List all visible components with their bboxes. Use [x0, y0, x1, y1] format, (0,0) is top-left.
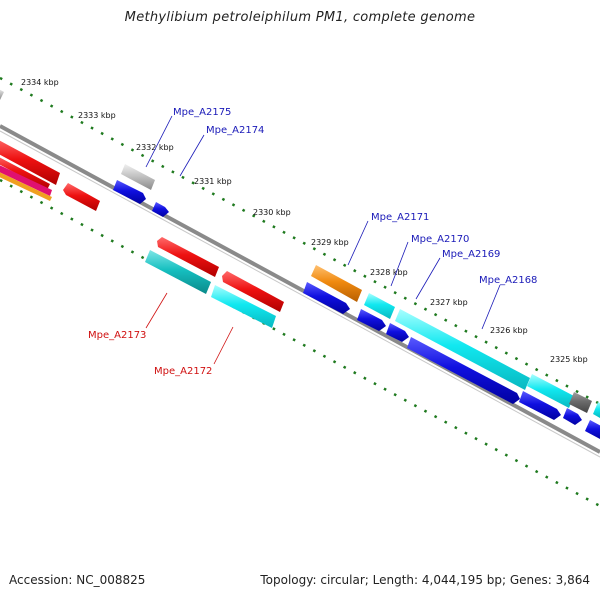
- leader-a2168: [481, 284, 501, 330]
- tick-label-2329: 2329 kbp: [311, 238, 349, 247]
- gene-label-a2172[interactable]: Mpe_A2172: [154, 366, 212, 377]
- gene-label-a2168[interactable]: Mpe_A2168: [479, 275, 537, 286]
- inner-tick-ring: [0, 178, 600, 508]
- gene-left-orange: [0, 172, 52, 201]
- gene-left-red-1: [0, 140, 60, 185]
- gene-label-a2171[interactable]: Mpe_A2171: [371, 212, 429, 223]
- gene-label-a2174[interactable]: Mpe_A2174: [206, 125, 264, 136]
- gene-cyan-a2170: [364, 293, 395, 319]
- gene-teal-a2173: [145, 250, 211, 294]
- gene-left-red-2: [0, 157, 50, 190]
- gene-blue-d: [519, 391, 561, 420]
- genome-summary-text: Topology: circular; Length: 4,044,195 bp…: [260, 573, 590, 587]
- gene-cyan-a2169: [395, 309, 530, 390]
- leader-a2174: [179, 134, 205, 177]
- backbone-inner: [0, 130, 600, 458]
- leader-a2170: [390, 241, 409, 287]
- gene-label-a2175[interactable]: Mpe_A2175: [173, 107, 231, 118]
- tick-label-2333: 2333 kbp: [78, 111, 116, 120]
- gene-cyan-e: [593, 402, 600, 418]
- tick-label-2328: 2328 kbp: [370, 268, 408, 277]
- accession-text: Accession: NC_008825: [9, 573, 146, 587]
- gene-left-magenta: [0, 165, 52, 196]
- tick-label-2326: 2326 kbp: [490, 326, 528, 335]
- gene-cyan-d: [527, 374, 574, 408]
- leader-a2171: [347, 220, 369, 266]
- gene-blue-c: [386, 323, 409, 342]
- backbone-outer: [0, 124, 600, 454]
- gene-cyan-a2172: [211, 285, 276, 328]
- gene-blue-a2174: [152, 202, 169, 217]
- tick-label-2325: 2325 kbp: [550, 355, 588, 364]
- gene-left-gray: [0, 89, 4, 100]
- gene-orange-a2171: [311, 265, 362, 302]
- leader-a2172: [213, 326, 234, 365]
- gene-gray-a2175: [121, 164, 155, 190]
- gene-dgray-a: [569, 392, 592, 413]
- gene-label-a2173[interactable]: Mpe_A2173: [88, 330, 146, 341]
- tick-label-2330: 2330 kbp: [253, 208, 291, 217]
- gene-red-a: [63, 183, 100, 211]
- tick-label-2327: 2327 kbp: [430, 298, 468, 307]
- gene-blue-a2175: [113, 180, 146, 204]
- gene-blue-a2168: [407, 337, 520, 404]
- tick-label-2332: 2332 kbp: [136, 143, 174, 152]
- leader-a2173: [145, 292, 168, 329]
- leader-a2169: [415, 257, 441, 300]
- tick-label-2334: 2334 kbp: [21, 78, 59, 87]
- gene-label-a2169[interactable]: Mpe_A2169: [442, 249, 500, 260]
- gene-blue-a: [303, 282, 350, 314]
- gene-red-c: [222, 271, 284, 312]
- tick-label-2331: 2331 kbp: [194, 177, 232, 186]
- gene-blue-f: [585, 420, 600, 439]
- gene-blue-e: [563, 408, 582, 425]
- gene-red-b: [157, 237, 219, 277]
- outer-tick-ring: [0, 76, 600, 406]
- map-title: Methylibium petroleiphilum PM1, complete…: [124, 10, 476, 25]
- gene-blue-b: [357, 309, 386, 331]
- leader-a2175: [145, 115, 173, 168]
- gene-label-a2170[interactable]: Mpe_A2170: [411, 234, 469, 245]
